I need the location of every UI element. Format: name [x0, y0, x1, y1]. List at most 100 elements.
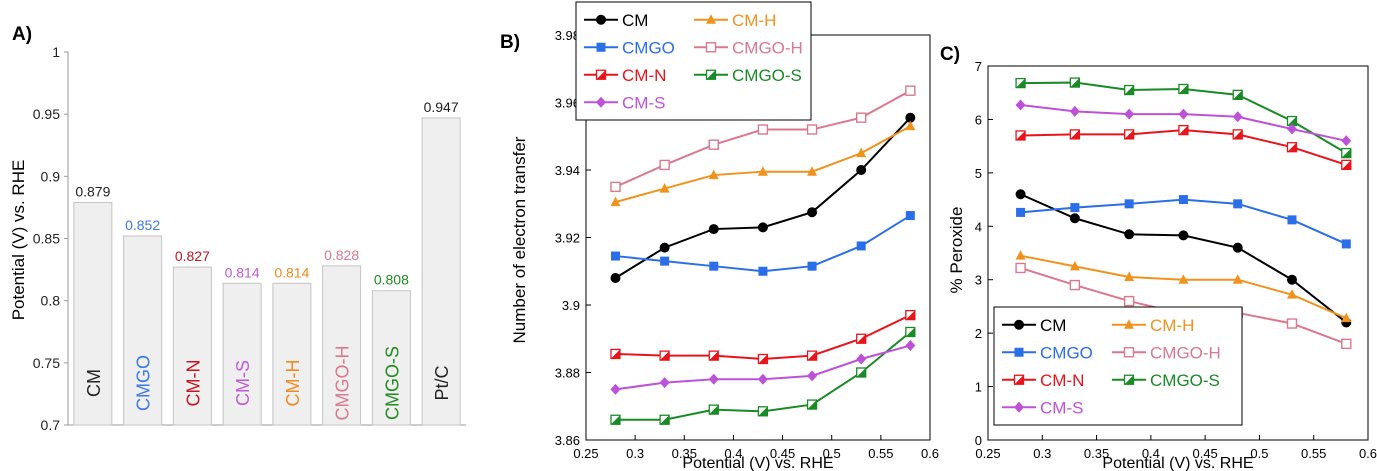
marker-open-square: [1015, 262, 1026, 274]
marker-diamond: [610, 383, 621, 395]
marker-open-square: [610, 181, 621, 193]
marker-circle: [1069, 213, 1080, 224]
marker-half-fill: [1124, 129, 1134, 139]
marker-half-fill: [758, 406, 768, 416]
marker-circle: [1014, 319, 1024, 330]
y-tick-label: 0.9: [41, 168, 61, 184]
panel-label: A): [12, 24, 32, 45]
y-tick-label: 0.7: [41, 417, 61, 433]
legend-label: CM-S: [1040, 398, 1083, 417]
x-tick-label: 0.25: [975, 446, 1000, 461]
marker-half-fill: [807, 400, 817, 410]
marker-half-fill: [1178, 125, 1188, 135]
marker-circle: [610, 273, 621, 283]
marker-diamond: [905, 340, 916, 351]
marker-circle: [708, 224, 719, 235]
marker-half-fill: [1287, 142, 1297, 152]
legend-label: CMGO: [622, 38, 675, 57]
marker-diamond: [708, 373, 719, 385]
marker-half-fill: [1070, 129, 1080, 139]
marker-half-fill: [660, 415, 670, 425]
marker-half-fill: [706, 70, 716, 80]
marker-open-square: [1069, 279, 1081, 291]
bar-value-label: 0.879: [75, 183, 110, 199]
marker-square: [1014, 347, 1024, 357]
marker-half-fill: [1016, 78, 1026, 88]
y-axis-title: Number of electron transfer: [510, 136, 529, 343]
marker-half-fill: [1070, 78, 1080, 88]
marker-square: [660, 256, 670, 266]
marker-circle: [1015, 189, 1026, 200]
legend-label: CM: [622, 11, 648, 30]
marker-half-fill: [1341, 160, 1351, 170]
marker-square: [1178, 195, 1188, 205]
bar-value-label: 0.814: [225, 264, 260, 280]
marker-open-square: [806, 124, 818, 135]
y-tick-label: 1: [975, 380, 982, 395]
panel-label: B): [500, 32, 520, 53]
y-tick-label: 1: [52, 44, 60, 60]
marker-half-fill: [1016, 130, 1026, 140]
marker-triangle: [708, 169, 719, 180]
legend-label: CMGO-S: [1150, 371, 1220, 390]
bar-value-label: 0.828: [324, 247, 359, 263]
legend-label: CM-N: [1040, 371, 1084, 390]
x-tick-label: 0.6: [1359, 446, 1377, 461]
y-tick-label: 0.75: [33, 355, 60, 371]
marker-half-fill: [758, 354, 768, 364]
x-tick-label: 0.5: [823, 446, 841, 461]
legend-label: CM-H: [1150, 316, 1194, 335]
y-axis-title: Potential (V) vs. RHE: [9, 160, 28, 321]
marker-circle: [596, 14, 606, 25]
marker-open-square: [1123, 295, 1135, 307]
marker-circle: [1178, 230, 1189, 241]
bar: [222, 282, 262, 426]
plot-frame: [987, 65, 1369, 441]
marker-square: [807, 261, 817, 271]
marker-open-square: [708, 139, 719, 150]
marker-half-fill: [709, 405, 719, 415]
x-axis-title: Potential (V) vs. RHE: [1102, 455, 1253, 471]
x-tick-label: 0.3: [1033, 446, 1051, 461]
y-tick-label: 3.9: [562, 298, 580, 313]
marker-half-fill: [1233, 129, 1243, 139]
marker-square: [1070, 203, 1080, 213]
marker-circle: [1287, 274, 1297, 285]
bar-value-label: 0.827: [175, 248, 210, 264]
panel-c: 0.25 0.3 0.35 0.4 0.45 0.5 0.55 0.6 0 1 2 3 4 5 6 7 C) % …: [940, 44, 1377, 471]
panel-b: 0.25 0.3 0.35 0.4 0.45 0.5 0.55 0.6 3.86 3.88 3.9 3…: [500, 1, 939, 471]
marker-half-fill: [1341, 148, 1351, 158]
marker-open-square: [1286, 318, 1298, 329]
marker-open-square: [856, 112, 867, 123]
y-tick-label: 7: [975, 59, 982, 74]
marker-circle: [807, 207, 818, 218]
bar: [322, 265, 362, 426]
y-tick-label: 0: [975, 433, 982, 448]
marker-open-square: [705, 42, 717, 53]
x-axis-title: Potential (V) vs. RHE: [682, 455, 833, 471]
bar: [172, 266, 212, 426]
legend-label: CMGO: [1040, 343, 1093, 362]
marker-diamond: [1124, 108, 1135, 120]
bar-category-label: CM-N: [183, 360, 203, 407]
marker-square: [1124, 199, 1134, 209]
x-tick-label: 0.55: [868, 446, 893, 461]
bar-category-label: CMGO: [134, 355, 154, 411]
marker-half-fill: [807, 351, 817, 361]
y-tick-label: 3.94: [555, 163, 580, 178]
x-tick-label: 0.4: [1142, 446, 1160, 461]
marker-triangle: [610, 196, 621, 207]
legend-box: [575, 1, 812, 121]
marker-half-fill: [1014, 375, 1024, 385]
x-tick-label: 0.4: [724, 446, 742, 461]
x-tick-label: 0.3: [626, 446, 644, 461]
marker-half-fill: [856, 334, 866, 344]
marker-half-fill: [596, 70, 606, 80]
bar: [123, 235, 163, 426]
marker-triangle: [1069, 260, 1080, 271]
series-line: [1020, 193, 1347, 324]
panel-label: C): [940, 44, 960, 65]
marker-diamond: [1287, 123, 1297, 135]
y-tick-label: 3.86: [555, 433, 580, 448]
legend-label: CMGO-H: [1150, 343, 1221, 362]
